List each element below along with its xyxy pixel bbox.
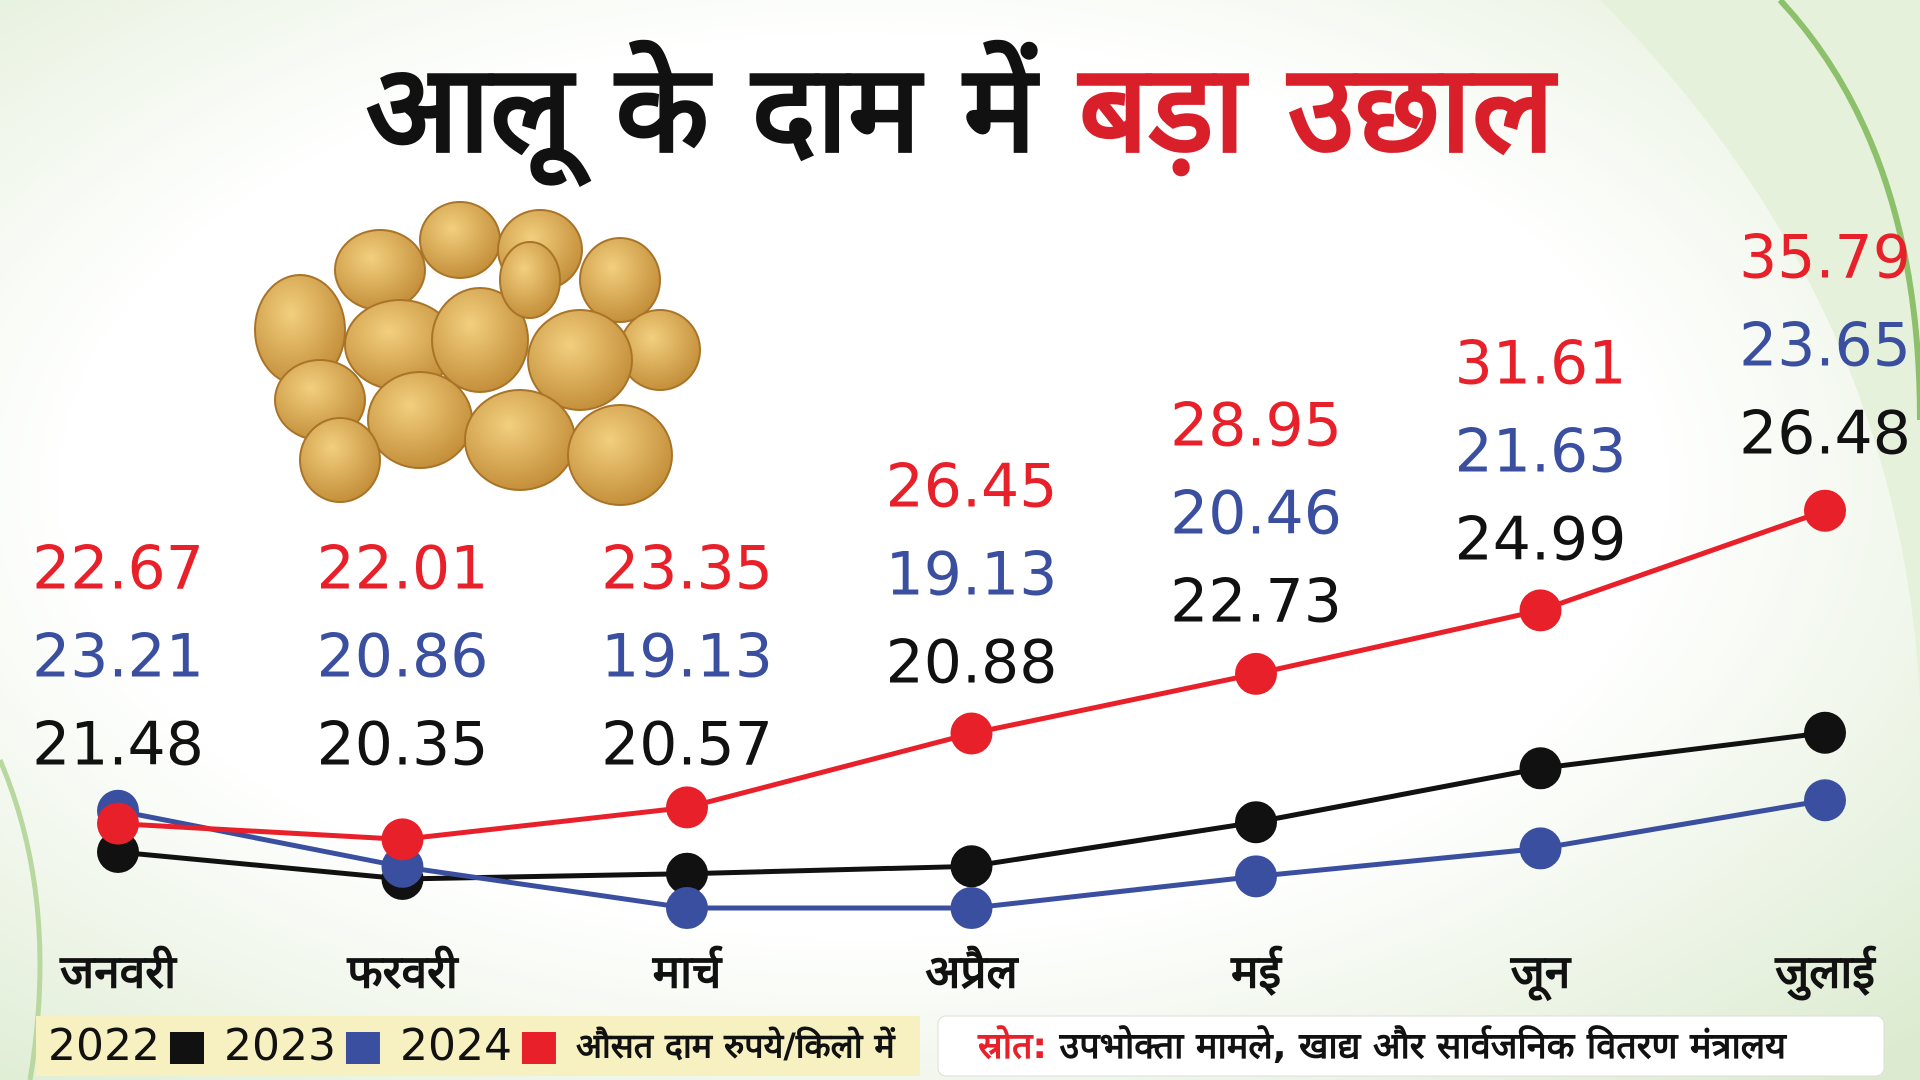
data-label: 23.65	[1739, 311, 1911, 381]
legend-label: 2022	[48, 1020, 160, 1071]
data-label: 20.57	[601, 710, 773, 780]
data-label: 35.79	[1739, 223, 1911, 293]
point	[381, 818, 424, 861]
point	[1804, 711, 1846, 754]
point	[950, 887, 993, 930]
data-label: 20.88	[886, 628, 1058, 698]
point	[950, 845, 993, 888]
legend-swatch	[521, 1032, 556, 1064]
data-label: 19.13	[601, 622, 773, 692]
x-tick-label: फरवरी	[346, 945, 460, 999]
decor-curve	[1777, 0, 1920, 421]
x-tick-label: जनवरी	[59, 945, 178, 999]
point	[1235, 652, 1277, 695]
data-label: 28.95	[1170, 391, 1342, 461]
data-label: 21.48	[32, 710, 204, 780]
source-box	[937, 1015, 1885, 1077]
legend-label: 2023	[224, 1020, 336, 1071]
data-label: 20.46	[1170, 479, 1342, 549]
x-tick-label: मई	[1230, 945, 1283, 999]
title-part: आलू के दाम में	[366, 38, 1041, 188]
legend-swatch	[169, 1032, 204, 1064]
legend-swatch	[345, 1032, 380, 1064]
data-label: 20.35	[317, 710, 489, 780]
title-highlight: बड़ा उछाल	[1077, 38, 1559, 180]
source: स्रोत: उपभोक्ता मामले, खाद्य और सार्वजनि…	[977, 1025, 1787, 1067]
source-text: उपभोक्ता मामले, खाद्य और सार्वजनिक वितरण…	[1058, 1025, 1787, 1067]
point	[666, 852, 708, 895]
source-label: स्रोत:	[977, 1025, 1047, 1067]
x-tick-label: अप्रैल	[925, 945, 1019, 999]
point	[97, 802, 139, 845]
data-label: 20.86	[317, 622, 489, 692]
data-label: 22.01	[317, 534, 489, 604]
x-tick-label: जुलाई	[1774, 945, 1877, 1002]
data-label: 31.61	[1455, 329, 1627, 399]
point	[1804, 489, 1846, 532]
data-label: 26.45	[886, 452, 1058, 522]
x-tick-label: मार्च	[652, 945, 724, 999]
point	[666, 887, 708, 930]
point	[1519, 827, 1562, 870]
data-label: 22.67	[32, 534, 204, 604]
data-label: 22.73	[1170, 567, 1342, 637]
data-label: 23.21	[32, 622, 204, 692]
point	[1519, 747, 1562, 790]
data-label: 19.13	[886, 540, 1058, 610]
point	[1519, 589, 1562, 632]
x-tick-label: जून	[1510, 945, 1572, 1002]
decor-curve	[1600, 0, 1920, 700]
point	[666, 786, 708, 829]
potato-illustration	[254, 201, 701, 506]
data-label: 26.48	[1739, 399, 1911, 469]
data-label: 23.35	[601, 534, 773, 604]
point	[950, 712, 993, 755]
unit-note: औसत दाम रुपये/किलो में	[576, 1026, 896, 1067]
point	[1235, 855, 1277, 898]
chart-title: आलू के दाम में बड़ा उछाल	[366, 38, 1559, 188]
data-label: 21.63	[1455, 417, 1627, 487]
legend-label: 2024	[400, 1020, 512, 1071]
point	[1804, 779, 1846, 822]
point	[1235, 801, 1277, 844]
data-label: 24.99	[1455, 505, 1627, 575]
